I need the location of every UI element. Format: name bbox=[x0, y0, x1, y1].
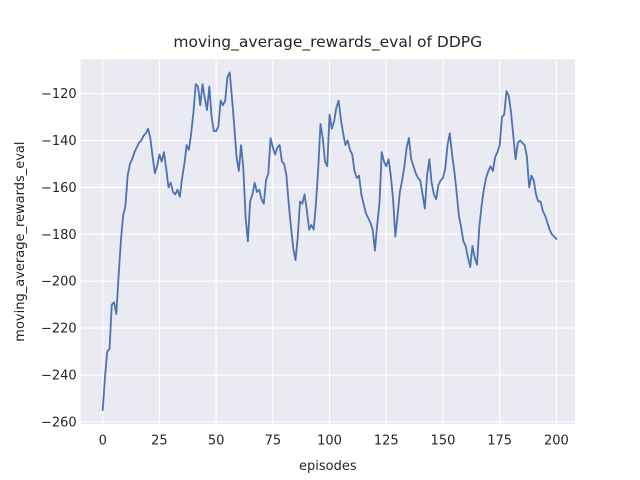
x-tick-label: 0 bbox=[99, 434, 107, 449]
gridlines bbox=[80, 59, 575, 424]
x-tick-label: 125 bbox=[374, 434, 399, 449]
y-tick-label: −140 bbox=[41, 134, 77, 149]
x-tick-label: 200 bbox=[544, 434, 569, 449]
x-tick-label: 100 bbox=[317, 434, 342, 449]
x-axis-label: episodes bbox=[299, 459, 357, 474]
y-tick-label: −260 bbox=[41, 415, 77, 430]
y-tick-label: −160 bbox=[41, 181, 77, 196]
y-tick-label: −240 bbox=[41, 368, 77, 383]
ddpg-series-line bbox=[101, 71, 558, 412]
x-tick-label: 50 bbox=[208, 434, 225, 449]
y-tick-label: −120 bbox=[41, 87, 77, 102]
plot-area bbox=[80, 59, 575, 425]
x-tick-label: 75 bbox=[265, 434, 282, 449]
y-tick-label: −180 bbox=[41, 228, 77, 243]
y-tick-label: −220 bbox=[41, 322, 77, 337]
x-tick-label: 175 bbox=[487, 434, 512, 449]
y-axis-label: moving_average_rewards_eval bbox=[13, 141, 28, 341]
y-tick-labels: −260 −240 −220 −200 −180 −160 −140 −120 bbox=[41, 87, 77, 430]
x-tick-label: 150 bbox=[431, 434, 456, 449]
y-tick-label: −200 bbox=[41, 275, 77, 290]
chart-title: moving_average_rewards_eval of DDPG bbox=[173, 33, 482, 52]
x-tick-label: 25 bbox=[151, 434, 168, 449]
x-tick-labels: 0 25 50 75 100 125 150 175 200 bbox=[99, 434, 569, 449]
